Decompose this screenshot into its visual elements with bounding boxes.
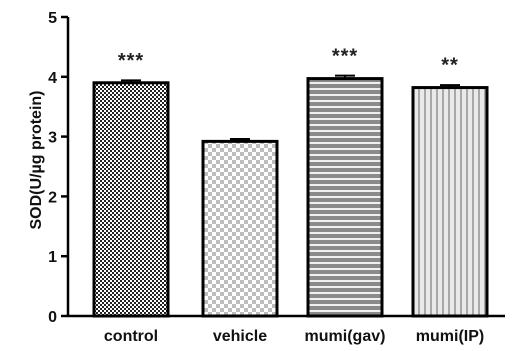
y-tick-label-2: 2 (48, 189, 57, 206)
category-label-control: control (104, 328, 158, 345)
y-tick-label-0: 0 (48, 309, 57, 326)
y-axis-ticks: 0 1 2 3 4 5 (48, 10, 68, 326)
bar-mumi-gav (306, 77, 384, 318)
bars (92, 74, 489, 318)
bar-mumi-ip (411, 86, 489, 318)
y-tick-label-4: 4 (48, 70, 57, 87)
significance-control: *** (118, 50, 144, 72)
category-label-mumi-ip: mumi(IP) (416, 328, 484, 345)
significance-mumi-ip: ** (441, 55, 459, 77)
category-label-vehicle: vehicle (213, 328, 267, 345)
y-axis-label: SOD(U/µg protein) (28, 91, 45, 230)
category-label-mumi-gav: mumi(gav) (305, 328, 386, 345)
bar-vehicle (201, 139, 279, 318)
significance-mumi-gav: *** (332, 46, 358, 68)
significance-annotations: *** *** ** (118, 46, 459, 77)
y-tick-label-5: 5 (48, 10, 57, 27)
y-tick-label-1: 1 (48, 249, 57, 266)
bar-control (92, 81, 170, 318)
category-labels: control vehicle mumi(gav) mumi(IP) (104, 328, 484, 345)
y-tick-label-3: 3 (48, 130, 57, 147)
